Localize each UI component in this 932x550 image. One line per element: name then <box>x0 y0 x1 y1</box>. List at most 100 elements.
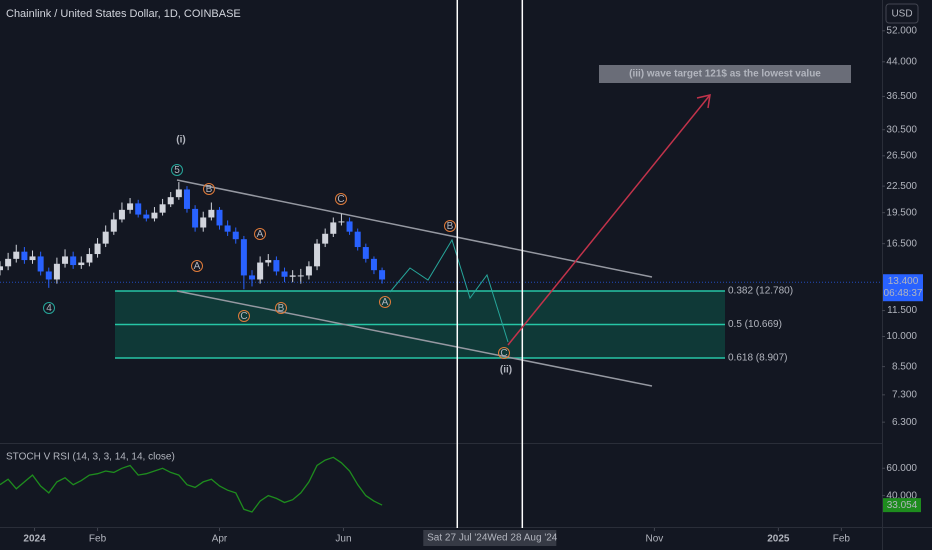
currency-label[interactable]: USD <box>891 9 912 20</box>
candle-body <box>257 262 264 280</box>
candle-body <box>0 266 3 271</box>
indicator-line <box>0 456 383 513</box>
candle-body <box>330 222 337 234</box>
wave-circle <box>203 183 215 195</box>
candle-body <box>314 243 321 267</box>
wave-letter: B <box>447 221 454 232</box>
wave-label: (ii) <box>500 365 512 376</box>
y-tick-label: 40.000 <box>886 490 917 501</box>
candle-body <box>5 258 12 267</box>
y-tick-label: 60.000 <box>886 463 917 474</box>
y-tick-label: 30.500 <box>886 124 917 135</box>
channel-upper <box>176 179 653 278</box>
x-tick-label: Feb <box>833 534 851 545</box>
y-tick-label: 19.500 <box>886 207 917 218</box>
candle-body <box>167 197 174 205</box>
wave-circle <box>43 302 55 314</box>
candle-body <box>249 275 256 280</box>
candle-body <box>273 260 280 272</box>
crosshair-label: Wed 28 Aug '24 <box>487 533 558 544</box>
candle-body <box>354 231 361 248</box>
wave-circle <box>379 296 391 308</box>
candle-body <box>379 270 386 280</box>
candle-body <box>289 275 296 277</box>
candle-body <box>78 262 85 266</box>
candle-body <box>346 221 353 232</box>
candle-body <box>118 209 125 220</box>
candle-body <box>297 275 304 277</box>
candle-body <box>135 203 142 215</box>
candle-body <box>94 243 101 255</box>
indicator-title: STOCH V RSI (14, 3, 3, 14, 14, close) <box>6 452 175 463</box>
chart-title: Chainlink / United States Dollar, 1D, CO… <box>6 8 241 20</box>
candle-body <box>370 258 377 271</box>
x-tick-label: Apr <box>212 534 228 545</box>
candle-body <box>143 214 150 219</box>
wave-circle <box>191 260 203 272</box>
y-tick-label: 7.300 <box>892 389 917 400</box>
candle-body <box>192 208 199 228</box>
wave-circle <box>238 310 250 322</box>
x-tick-label: 2024 <box>23 534 46 545</box>
countdown-label: 06:48:37 <box>884 288 923 299</box>
wave-letter: A <box>382 297 389 308</box>
target-box <box>599 65 851 83</box>
candle-body <box>362 247 369 259</box>
last-price-label: 13.400 <box>888 276 919 287</box>
channel-lower <box>176 290 653 387</box>
candle-body <box>110 219 117 232</box>
x-tick-label: Feb <box>89 534 107 545</box>
target-label: (iii) wave target 121$ as the lowest val… <box>629 69 821 80</box>
y-tick-label: 36.500 <box>886 91 917 102</box>
candle-body <box>159 204 166 213</box>
candle-body <box>322 233 329 244</box>
y-tick-label: 8.500 <box>892 361 917 372</box>
y-tick-label: 22.500 <box>886 181 917 192</box>
candle-body <box>305 266 312 276</box>
y-tick-label: 6.300 <box>892 417 917 428</box>
wave-letter: A <box>194 261 201 272</box>
y-tick-label: 44.000 <box>886 56 917 67</box>
wave-letter: A <box>257 229 264 240</box>
candle-body <box>208 209 215 218</box>
y-tick-label: 26.500 <box>886 150 917 161</box>
wave-label: (i) <box>176 135 185 146</box>
fib-label: 0.618 (8.907) <box>728 353 788 364</box>
candle-body <box>45 271 52 280</box>
currency-button[interactable] <box>885 3 919 24</box>
target-arrow <box>507 94 711 346</box>
y-tick-label: 16.500 <box>886 238 917 249</box>
crosshair-label: Sat 27 Jul '24 <box>427 533 488 544</box>
wave-circle <box>171 164 183 176</box>
x-tick-label: Nov <box>646 534 664 545</box>
x-tick-label: 2025 <box>767 534 790 545</box>
indicator-last-box <box>883 498 921 513</box>
wave-circle <box>444 220 456 232</box>
wave-circle <box>335 193 347 205</box>
candle-body <box>102 231 109 244</box>
candle-body <box>175 189 182 198</box>
candle-body <box>216 209 223 226</box>
wave-circle <box>254 228 266 240</box>
candle-body <box>224 225 231 232</box>
fib-label: 0.382 (12.780) <box>728 286 793 297</box>
wave-letter: 5 <box>174 165 180 176</box>
y-tick-label: 52.000 <box>886 25 917 36</box>
wave-letter: C <box>240 311 247 322</box>
candle-body <box>86 254 93 263</box>
candle-body <box>13 251 20 259</box>
fib-label: 0.5 (10.669) <box>728 319 782 330</box>
candle-body <box>70 256 77 266</box>
wave-circle <box>275 302 287 314</box>
wave-letter: B <box>278 303 285 314</box>
x-tick-label: Jun <box>335 534 351 545</box>
candle-body <box>232 231 239 240</box>
y-tick-label: 10.000 <box>886 331 917 342</box>
candle-body <box>338 221 345 223</box>
candle-body <box>265 260 272 263</box>
candle-body <box>281 271 288 277</box>
crosshair-box <box>488 530 557 546</box>
